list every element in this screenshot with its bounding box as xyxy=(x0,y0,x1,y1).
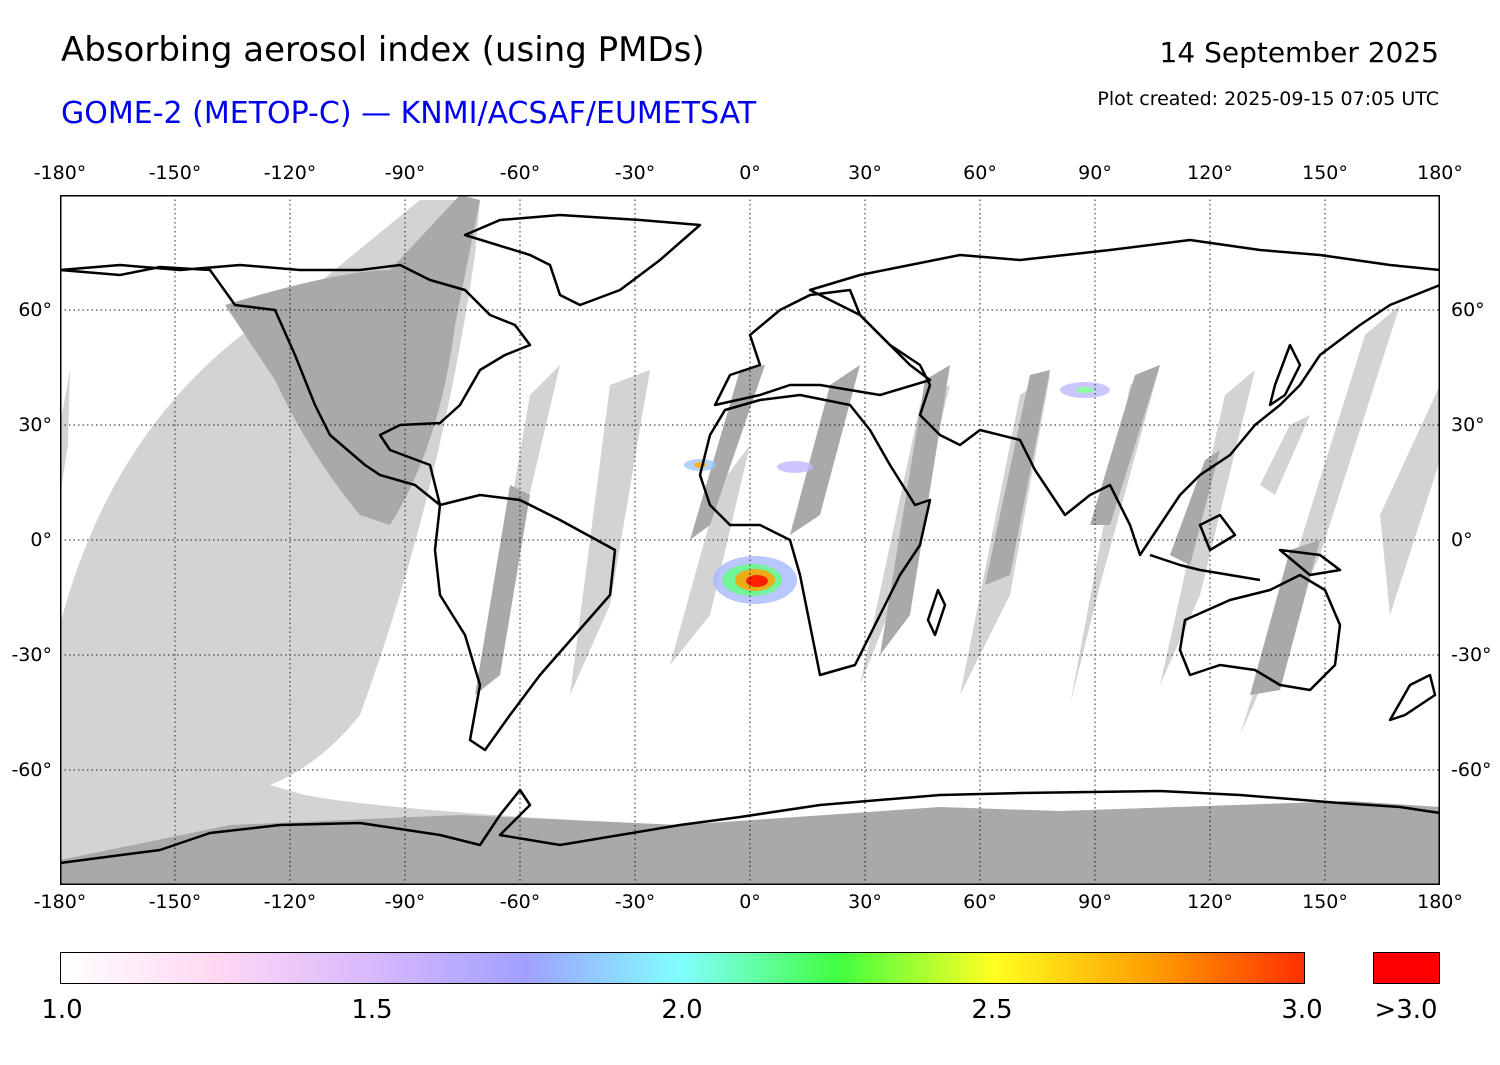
colorbar xyxy=(60,952,1305,984)
world-map xyxy=(60,195,1440,885)
colorbar-label-4: 2.5 xyxy=(971,995,1013,1025)
lon-tick-label-top: 180° xyxy=(1417,162,1463,184)
lon-tick-label-top: 60° xyxy=(963,162,997,184)
lon-tick-label-bottom: 90° xyxy=(1078,891,1112,913)
lon-tick-label-top: 150° xyxy=(1302,162,1348,184)
colorbar-label-3: 2.0 xyxy=(661,995,703,1025)
map-title: Absorbing aerosol index (using PMDs) xyxy=(61,30,705,70)
lat-tick-label-right: 60° xyxy=(1451,299,1485,321)
lat-tick-label-right: -60° xyxy=(1451,759,1492,781)
graticule xyxy=(60,195,1440,885)
lon-tick-label-bottom: -30° xyxy=(614,891,656,913)
lon-tick-label-top: 30° xyxy=(848,162,882,184)
colorbar-over-range xyxy=(1373,952,1440,984)
observation-date: 14 September 2025 xyxy=(1159,36,1439,69)
coast-madagascar xyxy=(926,588,947,637)
coast-asia xyxy=(808,238,1440,557)
aerosol-plume-africa xyxy=(713,556,797,604)
lat-tick-label-left: 30° xyxy=(18,414,52,436)
lon-tick-label-top: -180° xyxy=(33,162,87,184)
coast-antarctica xyxy=(60,788,1440,865)
lon-tick-label-bottom: -60° xyxy=(499,891,541,913)
lon-tick-label-bottom: 0° xyxy=(739,891,761,913)
lon-tick-label-top: -90° xyxy=(384,162,426,184)
lat-tick-label-right: 30° xyxy=(1451,414,1485,436)
colorbar-label-1: 1.0 xyxy=(41,995,83,1025)
colorbar-label-2: 1.5 xyxy=(351,995,393,1025)
lon-tick-label-top: -120° xyxy=(263,162,317,184)
lon-tick-label-bottom: 180° xyxy=(1417,891,1463,913)
lon-tick-label-bottom: 30° xyxy=(848,891,882,913)
coast-new-zealand xyxy=(1388,673,1437,722)
colorbar-over-label: >3.0 xyxy=(1374,995,1438,1025)
lon-tick-label-top: -60° xyxy=(499,162,541,184)
lon-tick-label-bottom: -120° xyxy=(263,891,317,913)
coast-indonesia xyxy=(1149,513,1342,582)
coast-australia xyxy=(1178,573,1342,692)
aerosol-plume-asia xyxy=(1060,382,1110,398)
lon-tick-label-bottom: 120° xyxy=(1187,891,1233,913)
coast-greenland xyxy=(463,213,702,307)
lat-tick-label-left: -30° xyxy=(11,644,52,666)
lat-tick-label-left: 0° xyxy=(30,529,52,551)
lat-tick-label-left: 60° xyxy=(18,299,52,321)
lat-tick-label-left: -60° xyxy=(11,759,52,781)
lon-tick-label-bottom: 60° xyxy=(963,891,997,913)
coast-south-america xyxy=(433,493,617,752)
lat-tick-label-right: 0° xyxy=(1451,529,1473,551)
lat-tick-label-right: -30° xyxy=(1451,644,1492,666)
lon-tick-label-top: -150° xyxy=(148,162,202,184)
coast-japan xyxy=(1268,343,1302,407)
colorbar-label-5: 3.0 xyxy=(1281,995,1323,1025)
plot-created: Plot created: 2025-09-15 07:05 UTC xyxy=(1097,88,1439,110)
lon-tick-label-top: -30° xyxy=(614,162,656,184)
coast-north-america xyxy=(60,263,532,507)
lon-tick-label-bottom: -90° xyxy=(384,891,426,913)
lon-tick-label-bottom: -180° xyxy=(33,891,87,913)
lon-tick-label-top: 0° xyxy=(739,162,761,184)
lon-tick-label-bottom: -150° xyxy=(148,891,202,913)
lon-tick-label-top: 120° xyxy=(1187,162,1233,184)
map-frame xyxy=(60,195,1440,885)
lon-tick-label-bottom: 150° xyxy=(1302,891,1348,913)
lon-tick-label-top: 90° xyxy=(1078,162,1112,184)
map-subtitle: GOME-2 (METOP-C) — KNMI/ACSAF/EUMETSAT xyxy=(61,96,757,131)
